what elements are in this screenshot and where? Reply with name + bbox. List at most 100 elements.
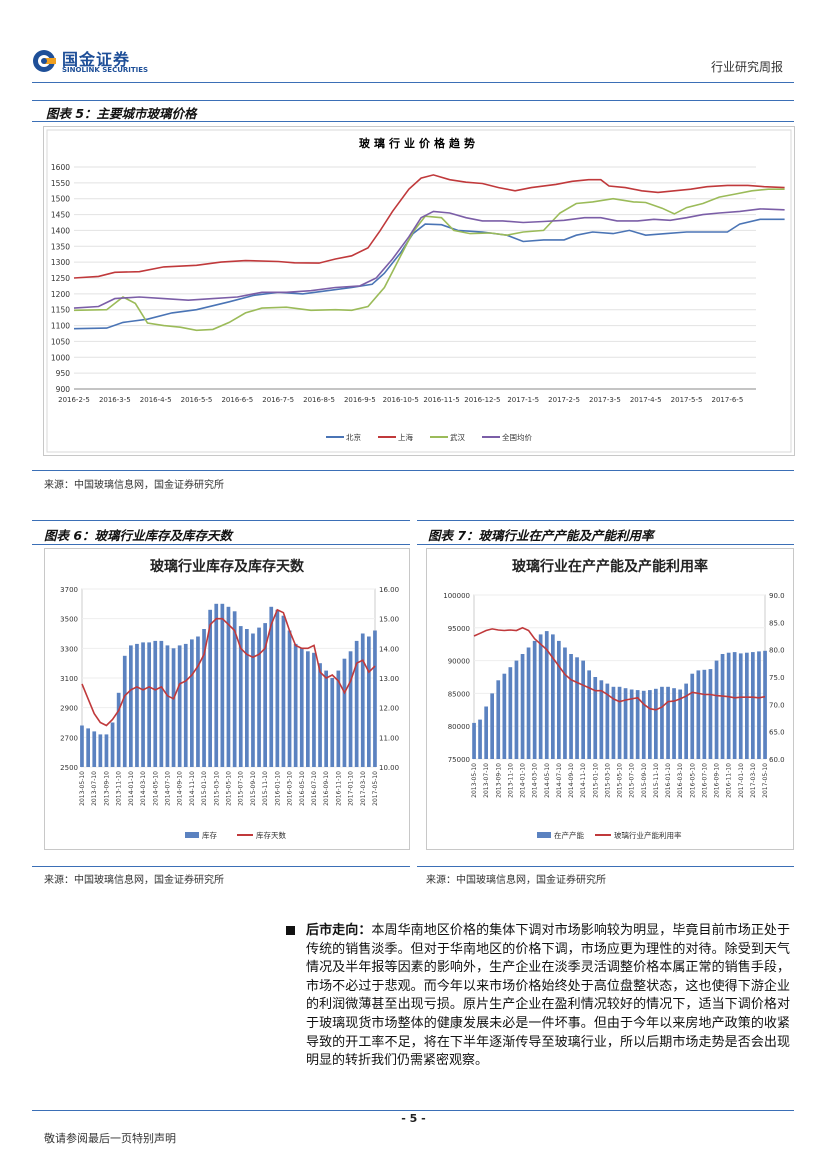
inventory-xtick-label: 2014-05-10 bbox=[152, 771, 159, 806]
inventory-bar bbox=[147, 642, 151, 767]
capacity-bar bbox=[738, 653, 743, 759]
capacity-bar bbox=[635, 690, 640, 759]
price-ytick-label: 1250 bbox=[51, 274, 70, 283]
report-type: 行业研究周报 bbox=[710, 60, 783, 74]
price-ytick-label: 1450 bbox=[51, 211, 70, 220]
capacity-xtick-label: 2015-09-10 bbox=[641, 763, 648, 798]
inventory-xtick-label: 2015-11-10 bbox=[262, 771, 269, 806]
capacity-xtick-label: 2016-03-10 bbox=[677, 763, 684, 798]
capacity-line bbox=[473, 626, 766, 711]
logo: 国金证券 SINOLINK SECURITIES bbox=[32, 46, 154, 78]
price-series-line bbox=[73, 174, 785, 279]
fig5-source: 来源：中国玻璃信息网，国金证券研究所 bbox=[44, 480, 224, 491]
outlook-heading: 后市走向： bbox=[306, 923, 372, 938]
capacity-bar bbox=[726, 652, 731, 759]
capacity-bar bbox=[484, 706, 488, 759]
inventory-xtick-label: 2017-01-10 bbox=[348, 771, 355, 806]
capacity-bar bbox=[732, 652, 737, 759]
price-xtick-label: 2016-10-5 bbox=[383, 396, 419, 404]
inventory-bar bbox=[318, 663, 322, 767]
capacity-right-ytick-label: 85.0 bbox=[769, 619, 785, 627]
capacity-bar bbox=[678, 689, 682, 759]
capacity-legend-bar-swatch bbox=[537, 832, 551, 838]
inventory-bar bbox=[238, 626, 243, 767]
inventory-xtick-label: 2015-03-10 bbox=[213, 771, 220, 806]
inventory-bar bbox=[98, 734, 103, 767]
capacity-bar bbox=[690, 673, 695, 759]
inventory-bar bbox=[177, 645, 182, 767]
capacity-xtick-label: 2013-05-10 bbox=[471, 763, 478, 798]
inventory-xtick-label: 2013-07-10 bbox=[91, 771, 98, 806]
inventory-chart: 玻璃行业库存及库存天数 2500 2700 2900 3100 3300 3500 3700 1… bbox=[60, 558, 399, 840]
inventory-xtick-label: 2015-05-10 bbox=[226, 771, 233, 806]
capacity-bar bbox=[593, 677, 598, 759]
inventory-xtick-label: 2016-09-10 bbox=[323, 771, 330, 806]
inventory-bar bbox=[336, 670, 341, 767]
capacity-xtick-label: 2015-05-10 bbox=[617, 763, 624, 798]
inventory-xtick-label: 2014-03-10 bbox=[140, 771, 147, 806]
price-xtick-label: 2016-5-5 bbox=[181, 396, 213, 404]
inventory-xtick-label: 2015-09-10 bbox=[250, 771, 257, 806]
inventory-xtick-label: 2016-11-10 bbox=[335, 771, 342, 806]
price-series-line bbox=[73, 208, 785, 309]
capacity-legend-bar-label: 在产产能 bbox=[554, 830, 584, 840]
inventory-bar bbox=[306, 651, 310, 767]
price-trend-chart: 玻璃行业价格趋势 900 950 1000 1050 1100 1150 1200 1250 13… bbox=[46, 129, 792, 453]
price-chart-title: 玻璃行业价格趋势 bbox=[359, 136, 479, 150]
capacity-bar bbox=[490, 693, 494, 759]
fig5-top-rule bbox=[32, 100, 794, 101]
inventory-bar bbox=[92, 731, 97, 767]
capacity-xtick-label: 2014-05-10 bbox=[544, 763, 551, 798]
inventory-bar bbox=[141, 642, 145, 767]
inventory-xtick-label: 2015-07-10 bbox=[238, 771, 245, 806]
inventory-bar bbox=[360, 633, 365, 767]
inventory-bar bbox=[342, 658, 347, 767]
capacity-bar bbox=[611, 686, 616, 759]
price-series-line bbox=[73, 188, 785, 332]
price-xtick-label: 2016-2-5 bbox=[58, 396, 90, 404]
capacity-right-ytick-label: 75.0 bbox=[769, 674, 785, 682]
capacity-left-ytick-label: 90000 bbox=[448, 658, 470, 666]
capacity-bar bbox=[684, 683, 688, 759]
inventory-bar bbox=[251, 633, 255, 767]
capacity-bar bbox=[569, 654, 573, 759]
inventory-left-ytick-label: 3500 bbox=[60, 616, 78, 624]
price-xtick-label: 2016-12-5 bbox=[464, 396, 500, 404]
inventory-bar bbox=[367, 636, 371, 767]
price-xtick-label: 2016-9-5 bbox=[344, 396, 376, 404]
capacity-xtick-label: 2014-07-10 bbox=[556, 763, 563, 798]
capacity-bar bbox=[757, 651, 761, 759]
inventory-bar bbox=[135, 643, 139, 767]
inventory-xtick-label: 2017-03-10 bbox=[360, 771, 367, 806]
inventory-bar bbox=[116, 692, 121, 767]
capacity-bar bbox=[654, 688, 658, 759]
inventory-bar bbox=[348, 651, 353, 767]
logo-cn-text: 国金证券 bbox=[62, 50, 131, 69]
inventory-bar bbox=[202, 629, 206, 767]
header-rule bbox=[32, 82, 794, 83]
inventory-bar bbox=[208, 609, 212, 767]
price-ytick-label: 900 bbox=[56, 385, 71, 394]
inventory-bar bbox=[269, 606, 274, 767]
price-ytick-label: 1150 bbox=[51, 306, 70, 315]
price-ytick-label: 1200 bbox=[51, 290, 70, 299]
fig6-title-rule bbox=[32, 544, 410, 545]
inventory-bar bbox=[226, 606, 231, 767]
inventory-bar bbox=[190, 639, 194, 767]
inventory-left-ytick-label: 2500 bbox=[60, 764, 78, 772]
price-xtick-label: 2017-4-5 bbox=[630, 396, 662, 404]
capacity-bar bbox=[575, 657, 579, 759]
inventory-xtick-label: 2016-03-10 bbox=[287, 771, 294, 806]
capacity-bar bbox=[538, 634, 543, 759]
price-ytick-label: 1100 bbox=[51, 322, 70, 331]
fig5-bottom-rule bbox=[32, 470, 794, 471]
disclaimer: 敬请参阅最后一页特别声明 bbox=[44, 1132, 176, 1145]
capacity-bar bbox=[472, 722, 476, 759]
price-xtick-label: 2017-5-5 bbox=[671, 396, 703, 404]
inventory-bar bbox=[86, 728, 90, 767]
price-ytick-label: 1500 bbox=[51, 195, 70, 204]
inventory-bar bbox=[129, 645, 133, 767]
capacity-bar bbox=[544, 631, 549, 759]
capacity-xtick-label: 2015-07-10 bbox=[629, 763, 636, 798]
inventory-right-ytick-label: 16.00 bbox=[379, 586, 399, 594]
